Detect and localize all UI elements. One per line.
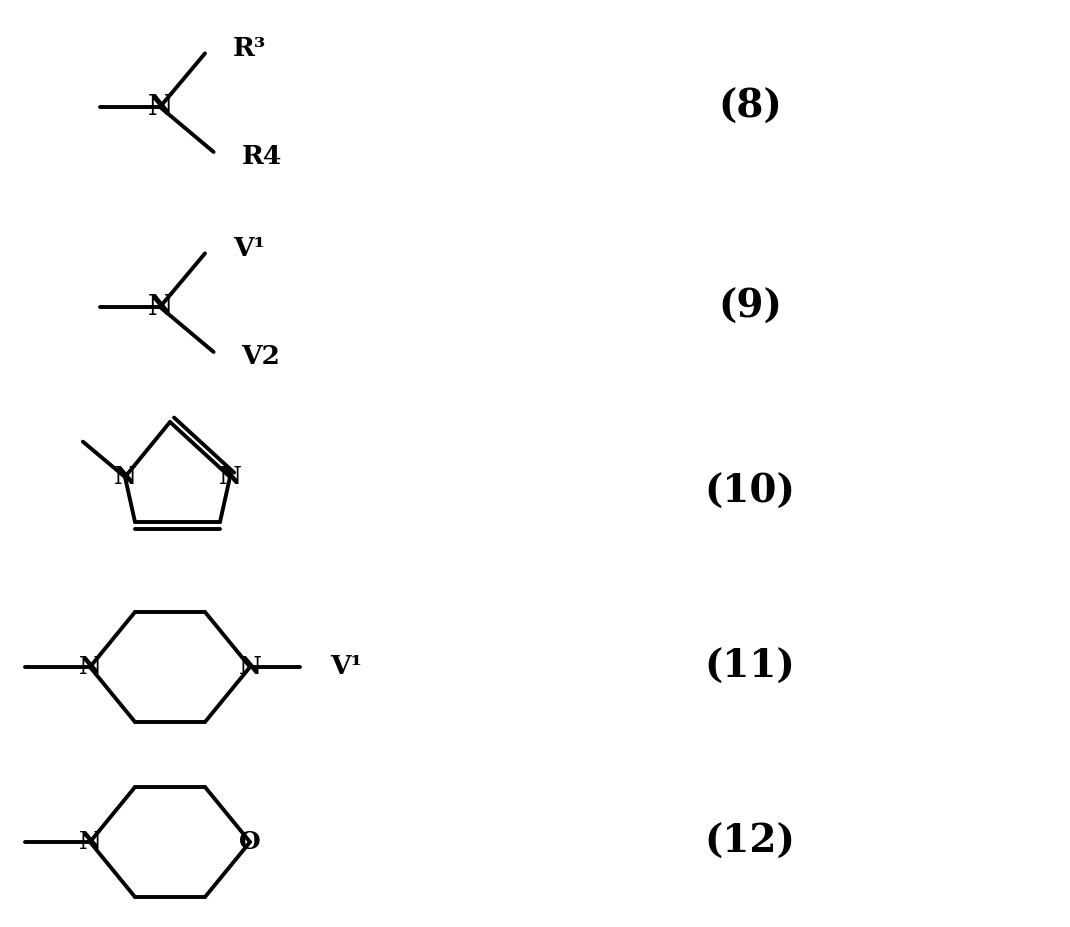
Text: V¹: V¹ xyxy=(330,654,362,679)
Text: (11): (11) xyxy=(704,648,795,686)
Text: N: N xyxy=(218,465,242,489)
Text: N: N xyxy=(239,655,261,679)
Text: V¹: V¹ xyxy=(233,235,265,260)
Text: N: N xyxy=(113,465,137,489)
Text: R³: R³ xyxy=(233,36,266,61)
Text: (9): (9) xyxy=(718,288,782,326)
Text: (10): (10) xyxy=(704,473,795,511)
Text: N: N xyxy=(148,294,172,321)
Text: R4: R4 xyxy=(242,145,282,170)
Text: N: N xyxy=(78,830,102,854)
Text: N: N xyxy=(78,655,102,679)
Text: O: O xyxy=(239,830,261,854)
Text: (12): (12) xyxy=(704,823,795,861)
Text: (8): (8) xyxy=(718,88,782,126)
Text: N: N xyxy=(148,94,172,121)
Text: V2: V2 xyxy=(242,345,280,370)
